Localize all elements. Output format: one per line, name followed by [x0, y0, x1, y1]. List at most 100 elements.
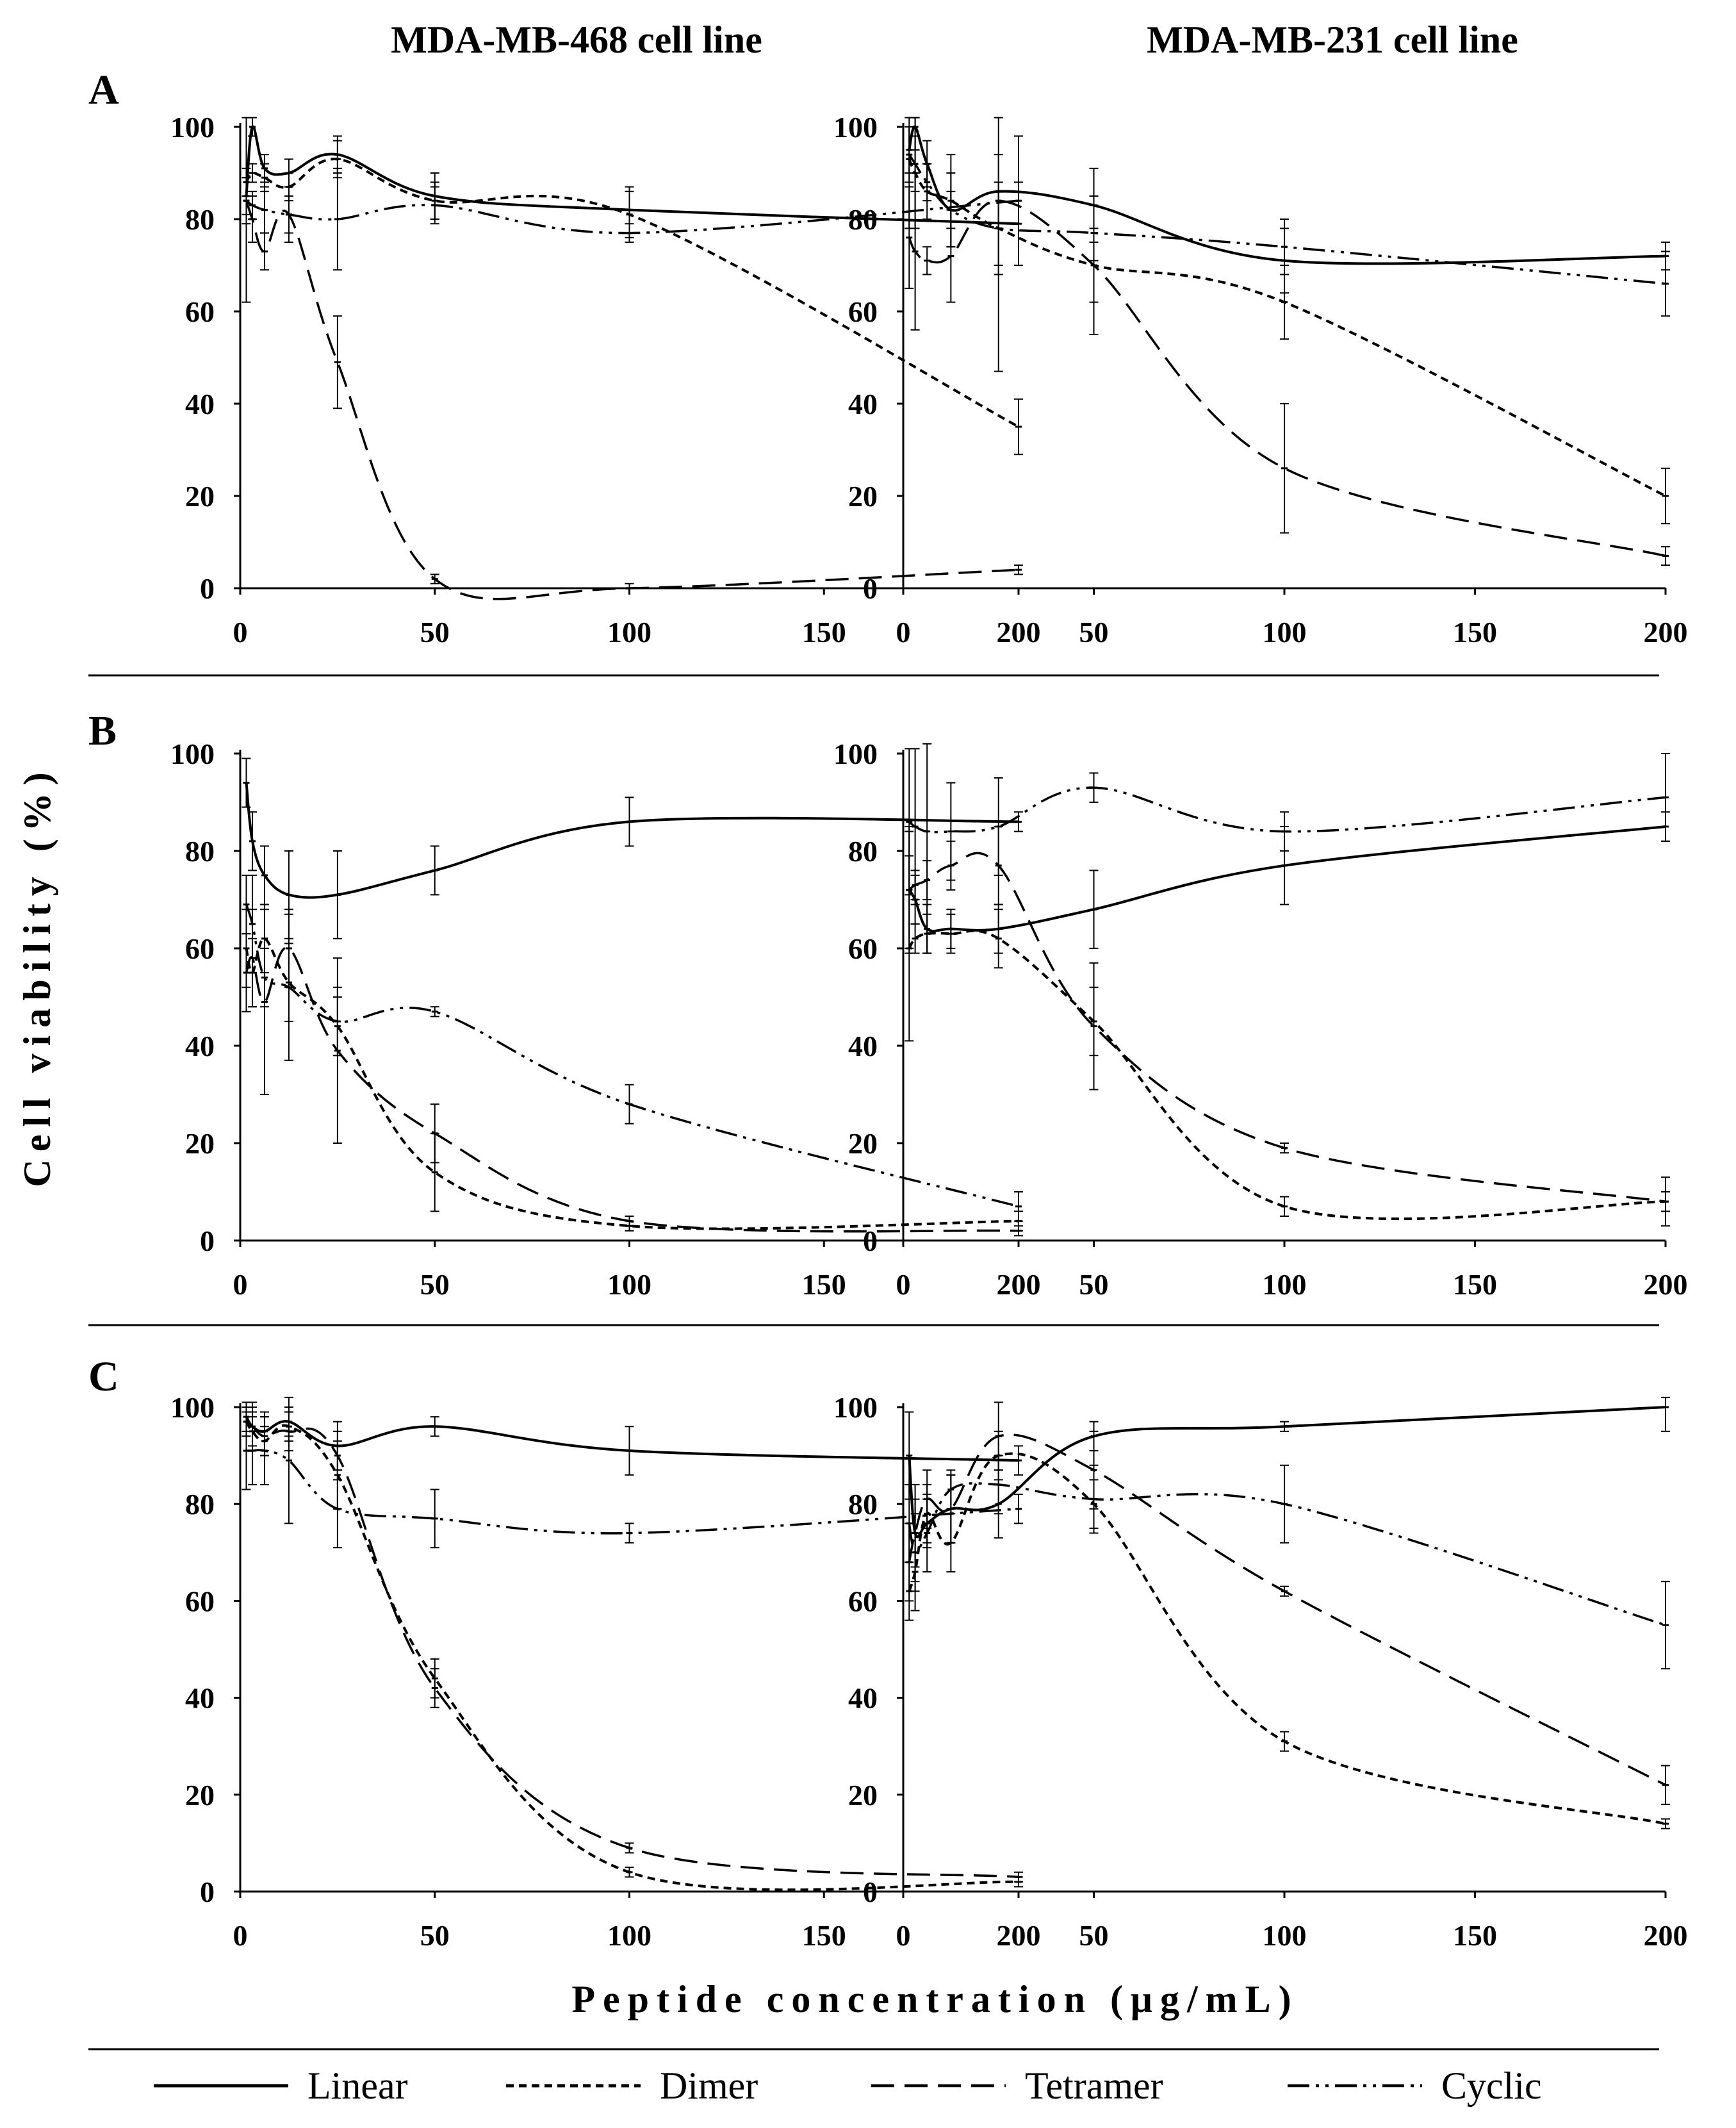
x-tick-label: 50: [1079, 1919, 1109, 1952]
legend-item-dimer: Dimer: [506, 2065, 758, 2107]
x-tick-label: 100: [607, 1919, 651, 1952]
panel-b-2: 0 20 40 60 80 100 0 50 100 150 200: [833, 738, 1688, 1301]
series-tetramer: [242, 909, 1023, 1237]
series-line-tetramer: [908, 852, 1666, 1203]
panel-letters: A B C: [88, 67, 119, 1400]
series-tetramer: [242, 1406, 1023, 1883]
x-tick-label: 100: [607, 1268, 651, 1301]
legend-label: Dimer: [660, 2065, 758, 2107]
panel-letter-a: A: [88, 67, 119, 113]
series-linear: [242, 1401, 1023, 1476]
x-tick-label: 200: [1644, 1268, 1688, 1301]
y-tick-label: 100: [170, 738, 215, 770]
series-line-tetramer: [245, 946, 1019, 1233]
y-tick-label: 40: [848, 1030, 878, 1062]
panel-c-2: 0 20 40 60 80 100 0 50 100 150 200: [833, 1391, 1688, 1952]
x-tick-label: 150: [1453, 1919, 1497, 1952]
y-tick-label: 100: [170, 111, 215, 144]
x-tick-label: 50: [420, 1268, 450, 1301]
y-tick-label: 60: [848, 295, 878, 328]
series-line-tetramer: [908, 1433, 1666, 1786]
x-tick-label: 0: [233, 1268, 248, 1301]
x-tick-label: 150: [1453, 616, 1497, 648]
y-tick-label: 80: [848, 1488, 878, 1521]
series-line-cyclic: [908, 154, 1666, 285]
legend-label: Linear: [307, 2065, 408, 2107]
x-tick-label: 200: [997, 616, 1041, 648]
series-line-tetramer: [908, 199, 1666, 557]
legend-item-cyclic: Cyclic: [1288, 2065, 1542, 2107]
column-title-right: MDA-MB-231 cell line: [1147, 19, 1518, 61]
x-tick-label: 200: [997, 1268, 1041, 1301]
x-tick-label: 50: [1079, 1268, 1109, 1301]
y-tick-label: 80: [185, 203, 215, 236]
x-tick-label: 150: [802, 1268, 846, 1301]
y-tick-label: 20: [185, 1127, 215, 1160]
legend-item-linear: Linear: [154, 2065, 408, 2107]
y-tick-label: 40: [848, 1682, 878, 1715]
series-linear: [905, 811, 1670, 954]
y-tick-label: 0: [200, 1876, 215, 1908]
series-line-cyclic: [908, 786, 1666, 834]
series-line-linear: [908, 1406, 1666, 1538]
y-tick-label: 20: [848, 1779, 878, 1811]
y-tick-label: 80: [848, 203, 878, 236]
series-dimer: [242, 140, 1023, 456]
series-line-linear: [245, 125, 1019, 226]
series-line-linear: [908, 825, 1666, 932]
series-line-tetramer: [245, 1421, 1019, 1879]
y-tick-label: 40: [185, 388, 215, 420]
series-cyclic: [905, 1455, 1670, 1670]
column-headers: MDA-MB-468 cell line MDA-MB-231 cell lin…: [391, 19, 1518, 61]
series-line-cyclic: [245, 904, 1019, 1208]
y-tick-label: 40: [185, 1682, 215, 1715]
legend-item-tetramer: Tetramer: [871, 2065, 1163, 2107]
series-line-linear: [245, 782, 1019, 899]
x-tick-label: 150: [802, 616, 846, 648]
y-tick-label: 80: [185, 1488, 215, 1521]
y-tick-label: 60: [848, 932, 878, 965]
y-tick-label: 40: [848, 388, 878, 420]
series-line-cyclic: [908, 1482, 1666, 1626]
y-tick-label: 20: [185, 1779, 215, 1811]
x-tick-label: 200: [997, 1919, 1041, 1952]
y-axis-label: Cell viability (%): [16, 764, 58, 1187]
y-tick-label: 100: [170, 1391, 215, 1424]
panel-a-2: 0 20 40 60 80 100 0 50 100 150 200: [833, 111, 1688, 648]
x-tick-label: 0: [896, 1268, 911, 1301]
x-tick-label: 100: [1263, 1919, 1307, 1952]
x-tick-label: 50: [1079, 616, 1109, 648]
series-cyclic: [242, 135, 1023, 271]
x-tick-label: 50: [420, 616, 450, 648]
series-cyclic: [905, 126, 1670, 317]
legend-label: Cyclic: [1441, 2065, 1542, 2107]
series-line-linear: [245, 1416, 1019, 1462]
series-cyclic: [242, 1396, 1023, 1549]
x-tick-label: 100: [1263, 616, 1307, 648]
series-dimer: [242, 1406, 1023, 1892]
series-linear: [242, 757, 1023, 939]
series-line-linear: [908, 125, 1666, 265]
series-line-dimer: [245, 937, 1019, 1230]
x-tick-label: 100: [1263, 1268, 1307, 1301]
series-dimer: [905, 117, 1670, 525]
y-tick-label: 80: [185, 835, 215, 868]
series-cyclic: [905, 743, 1670, 954]
y-tick-label: 100: [833, 738, 878, 770]
x-tick-label: 150: [802, 1919, 846, 1952]
x-tick-label: 200: [1644, 616, 1688, 648]
series-cyclic: [242, 875, 1023, 1222]
y-tick-label: 100: [833, 111, 878, 144]
y-tick-label: 60: [185, 295, 215, 328]
y-tick-label: 0: [863, 572, 878, 605]
legend: Linear Dimer Tetramer Cyclic: [154, 2065, 1542, 2107]
y-tick-label: 0: [863, 1225, 878, 1257]
panel-letter-b: B: [88, 707, 117, 754]
y-tick-label: 0: [863, 1876, 878, 1908]
x-axis-label: Peptide concentration (μg/mL): [571, 1978, 1298, 2020]
y-tick-label: 20: [185, 480, 215, 513]
